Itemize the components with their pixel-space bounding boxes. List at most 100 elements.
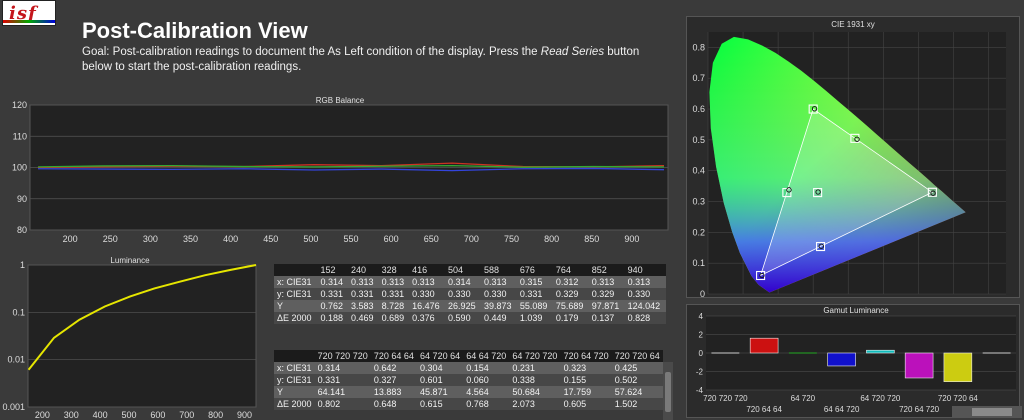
hscroll-thumb[interactable] — [972, 408, 1012, 416]
table-cell: 0.331 — [314, 374, 371, 386]
rgb-x-tick: 450 — [263, 234, 278, 244]
grayscale-table-header-cell: 504 — [445, 264, 481, 276]
table-cell: 1.502 — [611, 398, 663, 410]
gamut-x-label: 64 64 720 — [824, 405, 860, 414]
table-cell: 0.313 — [588, 276, 625, 288]
cie-measured-point — [759, 272, 765, 279]
gamut-y-tick: -4 — [696, 386, 704, 395]
table-cell: 0.330 — [445, 288, 481, 300]
rgb-balance-chart: RGB Balance 120 110 100 90 80 200 250 300 350 40… — [12, 96, 669, 244]
table-row: Y 64.141 13.883 45.871 4.564 50.684 17.759 57.6… — [274, 386, 663, 398]
goal-text: Goal: Post-calibration readings to docum… — [82, 45, 672, 75]
table-cell: 0.313 — [624, 276, 666, 288]
table-cell: 0.154 — [463, 362, 510, 374]
table-cell: 0.762 — [317, 300, 348, 312]
table-cell: 0.137 — [588, 312, 625, 324]
table-cell: 0.188 — [317, 312, 348, 324]
table-cell: 26.925 — [445, 300, 481, 312]
luminance-x-tick: 500 — [121, 410, 136, 420]
table-row: ΔE 2000 0.802 0.648 0.615 0.768 2.073 0.605 1.5… — [274, 398, 663, 410]
gamut-bar — [904, 352, 934, 379]
gamut-table-header-cell — [274, 350, 315, 362]
rgb-chart-title: RGB Balance — [316, 96, 365, 105]
table-cell: 0.648 — [370, 398, 418, 410]
table-cell: 3.583 — [348, 300, 379, 312]
rgb-x-tick: 750 — [504, 234, 519, 244]
page-title: Post-Calibration View — [82, 18, 308, 43]
luminance-x-tick: 600 — [150, 410, 165, 420]
table-cell: 0.330 — [409, 288, 446, 300]
luminance-x-tick: 900 — [237, 410, 252, 420]
cie-target-marker — [815, 241, 826, 252]
table-cell: 0.802 — [314, 398, 371, 410]
table-row: ΔE 2000 0.188 0.469 0.689 0.376 0.590 0.449 1.0… — [274, 312, 666, 324]
table-cell: 0.590 — [445, 312, 481, 324]
table-cell: 0.425 — [611, 362, 663, 374]
table-row: y: CIE31 0.331 0.327 0.601 0.060 0.338 0.155 0.… — [274, 374, 663, 386]
table-cell: 8.728 — [378, 300, 410, 312]
luminance-curve — [27, 264, 257, 371]
isf-logo: isf — [2, 0, 56, 26]
grayscale-table-header-cell: 940 — [624, 264, 666, 276]
gamut-y-tick: 0 — [699, 349, 704, 358]
table-cell: 0.601 — [417, 374, 464, 386]
table-cell: 0.449 — [480, 312, 517, 324]
grayscale-table-header-cell: 328 — [378, 264, 410, 276]
logo-color-bar — [3, 20, 55, 23]
read-series-emphasis: Read Series — [540, 46, 605, 58]
cie-measured-point — [818, 243, 824, 249]
rgb-x-tick: 850 — [584, 234, 599, 244]
scrollbar-thumb[interactable] — [665, 372, 671, 412]
row-label: y: CIE31 — [274, 288, 318, 300]
table-cell: 0.314 — [317, 276, 348, 288]
table-cell: 0.768 — [463, 398, 510, 410]
grayscale-table-header-cell: 240 — [348, 264, 379, 276]
table-cell: 0.327 — [370, 374, 418, 386]
row-label: ΔE 2000 — [274, 398, 315, 410]
table-cell: 0.304 — [417, 362, 464, 374]
cie-y-tick: 0.1 — [692, 258, 705, 268]
table-cell: 50.684 — [509, 386, 561, 398]
cie-y-tick: 0.7 — [692, 73, 705, 83]
table-cell: 0.231 — [509, 362, 561, 374]
table-cell: 0.330 — [480, 288, 517, 300]
cie-measured-point — [811, 106, 818, 112]
table-cell: 4.564 — [463, 386, 510, 398]
gamut-bar — [866, 349, 895, 354]
table-cell: 0.615 — [417, 398, 464, 410]
luminance-chart: Luminance 1 0.1 0.01 0.001 200 300 400 500 600 7… — [2, 256, 257, 420]
luminance-chart-title: Luminance — [110, 256, 150, 265]
rgb-series-green — [38, 164, 664, 168]
rgb-y-tick: 120 — [12, 100, 27, 110]
gamut-bar — [749, 337, 779, 354]
cie-chart-title: CIE 1931 xy — [831, 20, 875, 29]
table-cell: 0.331 — [516, 288, 553, 300]
gamut-y-tick: 4 — [699, 312, 704, 321]
cie-measured-point — [786, 187, 792, 193]
gamut-bar — [827, 352, 856, 367]
table-cell: 0.376 — [409, 312, 446, 324]
rgb-y-tick: 110 — [13, 131, 27, 141]
spectral-locus-overlay — [709, 36, 966, 293]
luminance-y-tick: 1 — [20, 260, 25, 270]
table-cell: 0.314 — [314, 362, 371, 374]
row-label: x: CIE31 — [274, 362, 315, 374]
cie-x-tick: 0.2 — [772, 297, 785, 298]
gamut-chart-scrollbar[interactable] — [952, 406, 1022, 418]
gamut-table-scrollbar[interactable] — [663, 362, 673, 420]
row-label: x: CIE31 — [274, 276, 318, 288]
rgb-x-tick: 550 — [343, 234, 358, 244]
table-cell: 0.329 — [588, 288, 625, 300]
gamut-x-label: 720 64 720 — [899, 405, 940, 414]
goal-suffix: button below to start the post-calibrati… — [82, 46, 640, 73]
gamut-table-header-cell: 720 64 64 — [370, 350, 418, 362]
rgb-x-tick: 700 — [464, 234, 479, 244]
luminance-x-tick: 800 — [208, 410, 223, 420]
luminance-y-tick: 0.1 — [12, 307, 25, 317]
table-cell: 0.331 — [348, 288, 379, 300]
table-cell: 2.073 — [509, 398, 561, 410]
rgb-x-tick: 350 — [183, 234, 198, 244]
rgb-y-tick: 90 — [17, 194, 27, 204]
table-cell: 0.312 — [552, 276, 589, 288]
table-cell: 0.330 — [624, 288, 666, 300]
